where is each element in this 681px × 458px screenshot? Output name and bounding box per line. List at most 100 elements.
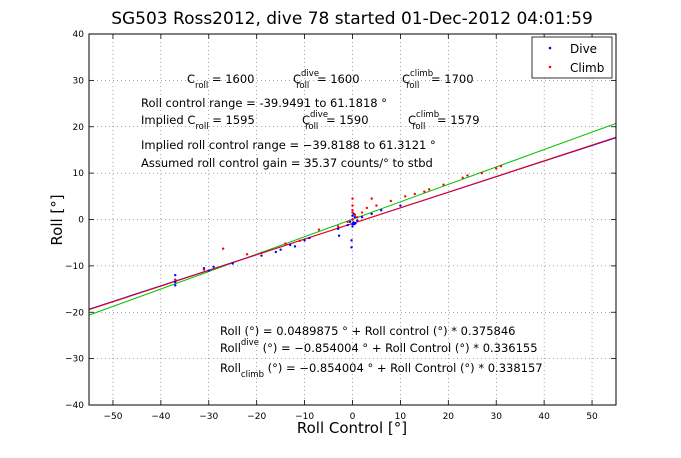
climb-point [423,190,426,193]
x-tick-label: −20 [247,412,266,422]
climb-point [356,215,359,219]
implied-c-roll: Implied Croll = 1595 [141,113,255,132]
fit-equation-roll-climb: Rollclimb (°) = −0.854004 ° + Roll Contr… [220,361,543,380]
climb-point [284,242,287,245]
dive-point [308,236,311,240]
y-tick-label: −30 [65,355,84,365]
climb-point [389,199,393,203]
implied-c-roll-dive: Cdive roll = 1590 [302,110,369,132]
x-axis-label: Roll Control [°] [297,419,407,437]
dive-point [174,273,177,277]
x-tick-label: 40 [538,412,550,422]
y-tick-label: 40 [73,30,85,40]
x-tick-label: −50 [103,412,122,422]
fit-equation-roll-dive: Rolldive (°) = −0.854004 ° + Roll Contro… [220,338,538,355]
climb-point [466,174,469,177]
x-tick-label: 0 [350,412,356,422]
dive-point [293,245,297,248]
c-roll-dive-text: Cdive roll = 1600 [293,69,360,91]
climb-point [260,251,263,255]
dive-point [348,220,352,224]
dive-point [353,215,357,219]
climb-point [351,218,354,221]
dive-point [351,225,354,228]
legend-marker-climb [548,65,552,69]
dive-point [174,284,177,287]
dive-point [260,254,263,257]
dive-point [370,212,373,216]
x-tick-label: 30 [491,412,503,422]
climb-point [351,209,354,212]
dive-point [274,250,278,254]
x-tick-label: −10 [295,412,314,422]
x-tick-label: −30 [199,412,218,422]
x-tick-label: 50 [586,412,598,422]
climb-point [413,192,416,196]
y-tick-label: 0 [78,216,84,226]
legend-box [531,36,613,79]
climb-point [360,211,364,214]
climb-point [480,171,484,175]
dive-point [303,239,306,242]
c-roll-climb-text: Cclimb roll = 1700 [402,69,474,91]
climb-point [346,220,349,224]
dive-point [360,215,364,219]
climb-point [375,204,378,207]
climb-point [365,206,369,210]
legend-label-climb: Climb [570,61,604,75]
climb-point [353,213,357,217]
dive-point [351,214,354,217]
dive-point [350,239,353,242]
implied-annotation: Implied Croll = 1595 Cdive roll = 1590 Cc… [141,110,480,132]
dive-point [337,234,341,237]
c-roll-annotation: Croll = 1600 Cdive roll = 1600 Cclimb roll… [187,69,474,91]
ticks: −50 −40 −30 −20 −10 0 10 20 30 40 50 −40 −30 −20 −10 0 1… [65,30,616,422]
legend-label-dive: Dive [570,42,597,56]
y-tick-label: 30 [73,76,85,86]
dive-point [207,269,210,272]
dive-point [279,248,282,251]
dive-point [231,262,234,265]
climb-point [499,164,503,168]
dive-point [354,222,357,225]
x-tick-label: −40 [151,412,170,422]
climb-point [221,247,225,250]
y-tick-label: 10 [73,169,85,179]
dive-point [399,204,402,207]
dive-point [350,246,353,249]
dive-point [352,221,355,224]
climb-point [404,195,407,198]
climb-point [427,188,431,191]
climb-point [336,225,340,228]
y-tick-label: −20 [65,308,84,318]
climb-point [495,167,498,170]
dive-point [174,280,177,284]
x-tick-label: 10 [395,412,407,422]
chart-title: SG503 Ross2012, dive 78 started 01-Dec-2… [111,9,593,29]
climb-point [202,268,206,271]
dive-point [212,265,215,269]
assumed-roll-control-gain: Assumed roll control gain = 35.37 counts… [141,156,433,170]
climb-point [317,228,321,231]
dive-point [289,243,292,247]
climb-point [298,239,301,243]
legend-marker-dive [548,46,552,50]
fit-equation-roll: Roll (°) = 0.0489875 ° + Roll control (°… [220,324,516,338]
implied-c-roll-climb: Cclimb roll = 1579 [408,110,480,132]
dive-point [346,223,349,227]
climb-point [174,278,177,281]
climb-point [442,183,445,186]
y-tick-label: −10 [65,262,84,272]
climb-point [351,204,354,207]
climb-point [370,197,373,200]
climb-point [351,211,354,214]
implied-roll-control-range: Implied roll control range = −39.8188 to… [141,138,436,152]
c-roll-text: Croll = 1600 [187,72,254,91]
y-tick-label: 20 [73,123,85,133]
y-axis-label: Roll [°] [48,194,66,245]
fit-equations: Roll (°) = 0.0489875 ° + Roll control (°… [220,324,543,380]
y-tick-label: −40 [65,401,84,411]
x-tick-label: 20 [443,412,455,422]
